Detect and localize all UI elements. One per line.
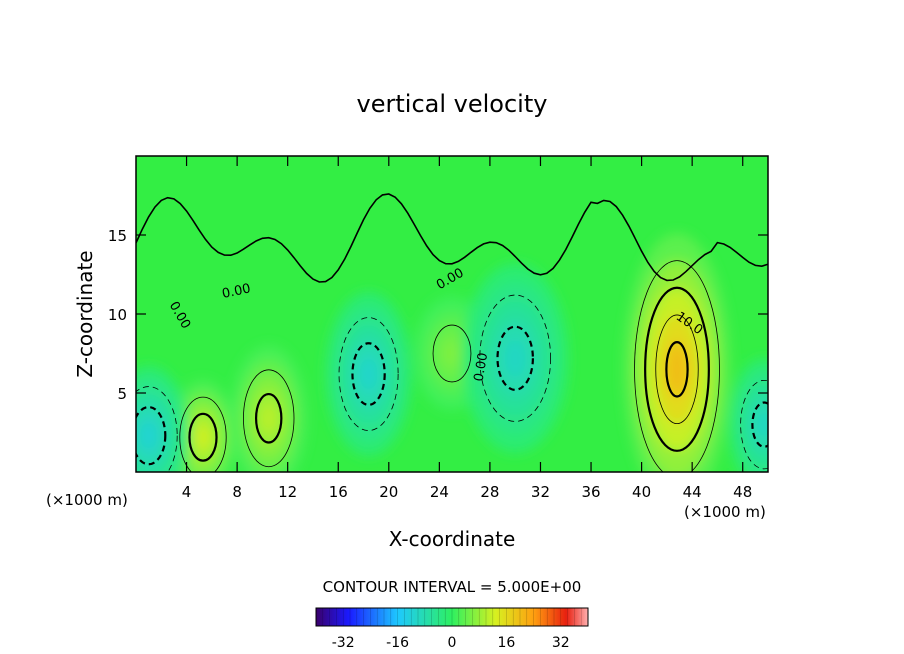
x-tick-label: 40 — [632, 483, 651, 501]
x-unit-label-left: (×1000 m) — [46, 491, 128, 509]
x-tick-label: 24 — [430, 483, 449, 501]
contour-line — [644, 286, 710, 452]
updraft-shade — [444, 342, 460, 365]
x-tick-label: 16 — [329, 483, 348, 501]
y-tick-label: 5 — [117, 385, 127, 403]
x-tick-label: 36 — [581, 483, 600, 501]
chart-title: vertical velocity — [357, 90, 548, 118]
contour-line — [655, 314, 699, 425]
contour-label: 0.00 — [472, 352, 492, 383]
downdraft-shade — [504, 339, 526, 378]
x-tick-label: 20 — [379, 483, 398, 501]
x-axis-label: X-coordinate — [389, 527, 516, 551]
downdraft-shade — [140, 421, 157, 450]
contour-line — [136, 405, 167, 466]
x-tick-label: 44 — [683, 483, 702, 501]
y-tick-label: 15 — [108, 227, 127, 245]
zero-contour-line — [136, 193, 768, 283]
colorbar: -32 -16 0 16 32 — [315, 607, 589, 651]
downdraft-shade — [757, 411, 768, 438]
colorbar-tick-label: -16 — [386, 635, 409, 651]
contour-line — [179, 396, 227, 472]
contour-line — [188, 412, 218, 462]
contour-line — [665, 341, 689, 398]
x-tick-label: 12 — [278, 483, 297, 501]
y-axis: 5 10 15 — [108, 227, 768, 403]
contour-interval-label: CONTOUR INTERVAL = 5.000E+00 — [323, 578, 582, 596]
x-tick-label: 32 — [531, 483, 550, 501]
contour-line — [496, 325, 534, 391]
updraft-shade — [196, 425, 210, 449]
colorbar-tick-label: 0 — [448, 635, 457, 651]
contour-line — [634, 260, 720, 472]
x-unit-label-right: (×1000 m) — [684, 503, 766, 521]
plot-area — [136, 156, 768, 472]
contour-lines — [136, 193, 768, 472]
x-tick-label: 48 — [733, 483, 752, 501]
y-axis-label: Z-coordinate — [73, 250, 97, 377]
x-tick-label: 8 — [232, 483, 242, 501]
contour-line — [136, 386, 178, 472]
colorbar-tick-label: 16 — [497, 635, 515, 651]
contour-label: 0.00 — [221, 281, 252, 302]
contour-line — [243, 369, 295, 468]
x-tick-label: 4 — [182, 483, 192, 501]
contour-line — [254, 392, 283, 444]
colorbar-tick-label: 32 — [552, 635, 570, 651]
updraft-shade — [261, 403, 277, 433]
y-tick-label: 10 — [108, 306, 127, 324]
downdraft-shade — [359, 357, 378, 391]
updraft-shade — [666, 342, 688, 397]
contour-line — [432, 324, 472, 383]
contour-line — [479, 294, 551, 422]
colorbar-tick-label: -32 — [332, 635, 355, 651]
colorbar-ticks: -32 -16 0 16 32 — [315, 608, 589, 651]
contour-line — [740, 379, 768, 470]
contour-line — [351, 342, 386, 406]
x-tick-label: 28 — [480, 483, 499, 501]
x-axis: 4 8 12 16 20 24 28 32 36 40 44 48 — [182, 156, 752, 501]
contour-line — [751, 401, 768, 448]
